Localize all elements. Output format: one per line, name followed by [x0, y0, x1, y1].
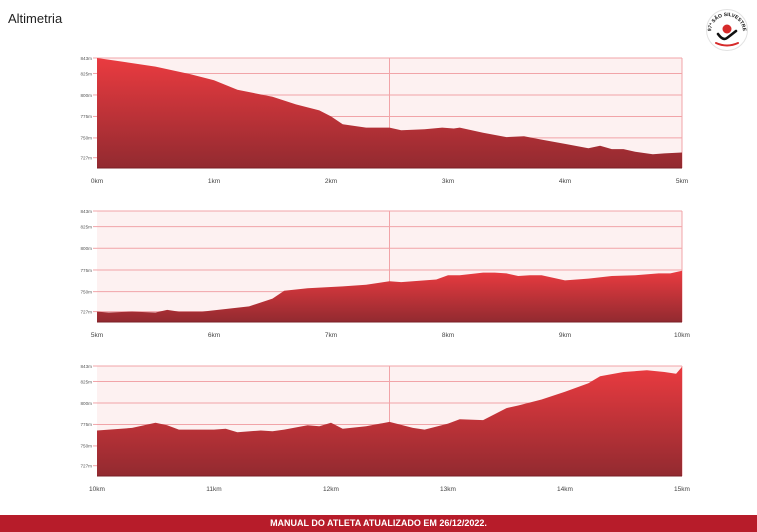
y-tick-label: 775m [81, 114, 93, 119]
x-tick-label: 4km [559, 178, 571, 185]
x-tick-label: 2km [325, 178, 337, 185]
x-tick-label: 15km [674, 486, 690, 493]
y-tick-label: 843m [81, 209, 93, 214]
x-tick-label: 14km [557, 486, 573, 493]
sao-silvestre-logo: 97ª SÃO SILVESTRE [706, 9, 748, 51]
y-tick-label: 750m [81, 289, 93, 294]
x-tick-label: 5km [91, 332, 103, 339]
y-tick-label: 775m [81, 422, 93, 427]
x-tick-label: 1km [208, 178, 220, 185]
y-tick-label: 800m [81, 401, 93, 406]
x-tick-label: 11km [206, 486, 221, 493]
x-tick-label: 5km [676, 178, 688, 185]
altimetry-chart-2: 727m 750m 775m 800m 825m 843m 5km 6km 7km 8km 9km 1… [81, 209, 690, 339]
elevation-area [97, 58, 682, 168]
y-tick-label: 800m [81, 246, 93, 251]
altimetry-chart-3: 727m 750m 775m 800m 825m 843m 10km 11km 12km 13km… [81, 364, 690, 493]
y-tick-label: 750m [81, 444, 93, 449]
y-tick-label: 825m [81, 379, 93, 384]
x-tick-label: 8km [442, 332, 454, 339]
y-tick-label: 750m [81, 136, 93, 141]
x-tick-label: 3km [442, 178, 454, 185]
y-tick-label: 800m [81, 93, 93, 98]
footer-banner: MANUAL DO ATLETA ATUALIZADO EM 26/12/202… [0, 515, 757, 532]
y-tick-label: 727m [81, 309, 93, 314]
x-tick-label: 9km [559, 332, 571, 339]
altimetry-chart-1: 727m 750m 775m 800m 825m 843m 0km 1km 2km 3km 4km 5… [81, 56, 689, 185]
x-tick-label: 10km [674, 332, 690, 339]
x-tick-label: 7km [325, 332, 337, 339]
y-tick-label: 825m [81, 71, 93, 76]
y-tick-label: 775m [81, 268, 93, 273]
elevation-area [97, 270, 682, 322]
y-tick-label: 727m [81, 463, 93, 468]
y-tick-label: 843m [81, 364, 93, 369]
elevation-area [97, 366, 682, 476]
x-tick-label: 0km [91, 178, 103, 185]
y-tick-label: 825m [81, 224, 93, 229]
y-tick-label: 843m [81, 56, 93, 61]
x-tick-label: 12km [323, 486, 339, 493]
y-tick-label: 727m [81, 155, 93, 160]
x-tick-label: 13km [440, 486, 456, 493]
page-title: Altimetria [8, 11, 63, 26]
x-tick-label: 10km [89, 486, 105, 493]
x-tick-label: 6km [208, 332, 220, 339]
